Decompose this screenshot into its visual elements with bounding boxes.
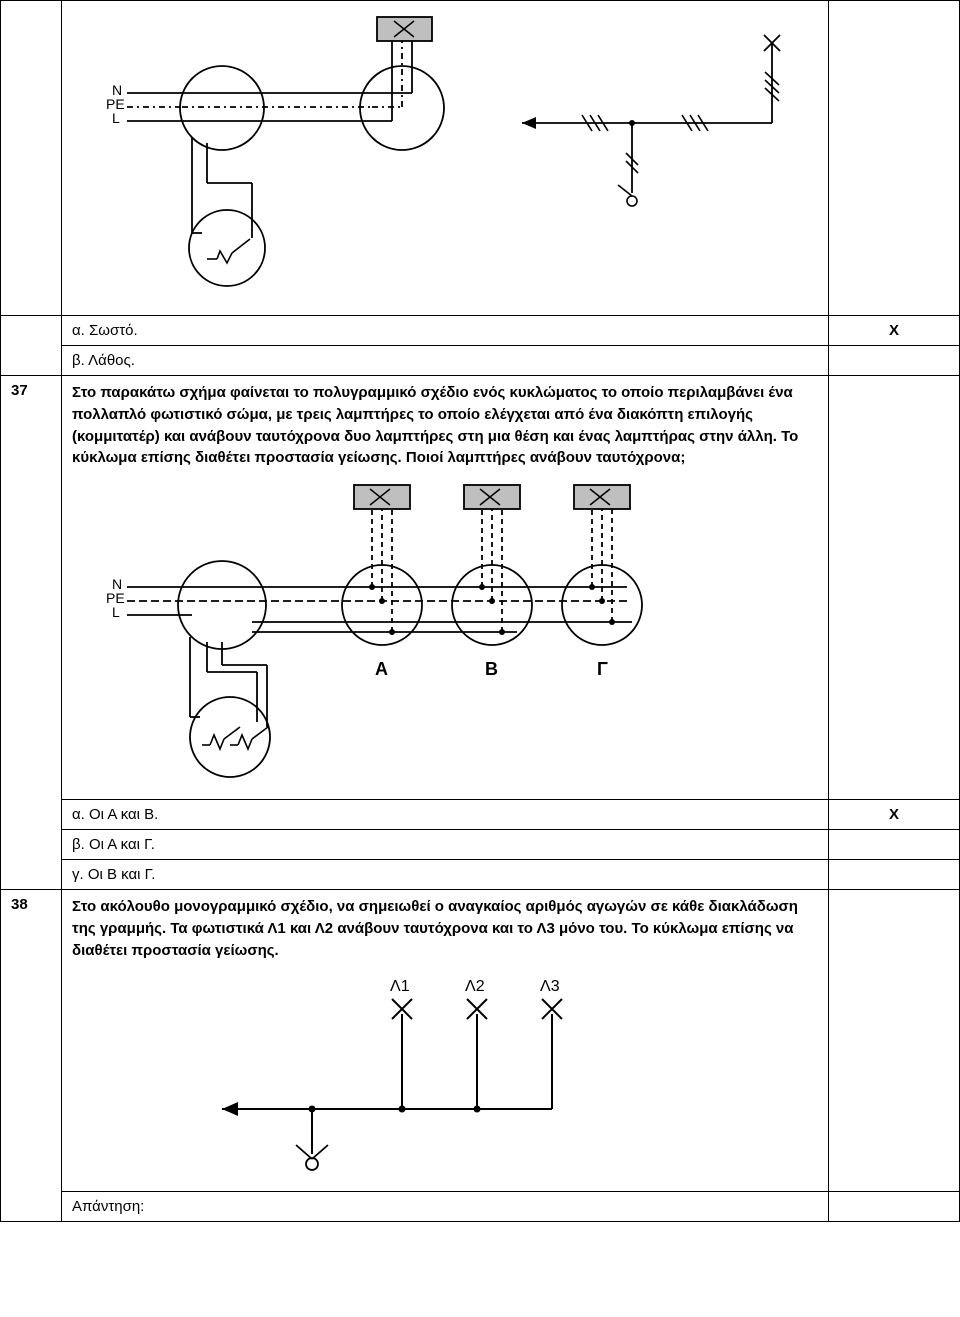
q38-answer-mark: [829, 1192, 960, 1222]
q37-number: 37: [1, 376, 62, 800]
q38-mark-cell: [829, 890, 960, 1192]
q36-svg: N PE L: [72, 13, 792, 303]
table-row: β. Λάθος.: [1, 346, 960, 376]
page-root: N PE L: [0, 0, 960, 1222]
label-A: Α: [375, 659, 388, 679]
q36-number-cell: [1, 1, 62, 316]
answer-text: γ. Οι Β και Γ.: [72, 866, 155, 883]
q38-answer-label: Απάντηση:: [62, 1192, 829, 1222]
junction-circle: [180, 66, 264, 150]
switch-circle: [190, 697, 270, 777]
q36-single-line: [522, 35, 780, 206]
switch-icon: [217, 251, 232, 263]
mark-x: X: [889, 322, 899, 339]
q38-diagram: Λ1 Λ2 Λ3: [72, 969, 818, 1183]
questions-table: N PE L: [0, 0, 960, 1222]
table-row: Απάντηση:: [1, 1192, 960, 1222]
junction-circle: [178, 561, 266, 649]
q36-mark-cell: [829, 1, 960, 316]
q37-mark-cell: [829, 376, 960, 800]
arrowhead-icon: [222, 1102, 238, 1116]
q38-question-text: Στο ακόλουθο μονογραμμικό σχέδιο, να σημ…: [72, 896, 818, 961]
junction-circle: [562, 565, 642, 645]
q37-answer-a: α. Οι Α και Β.: [62, 800, 829, 830]
blank-num: [1, 800, 62, 830]
q38-svg: Λ1 Λ2 Λ3: [212, 969, 632, 1179]
q37-answer-b-mark: [829, 830, 960, 860]
label-L2: Λ2: [465, 978, 485, 995]
mark-x: X: [889, 806, 899, 823]
switch-icon: [306, 1158, 318, 1170]
label-L: L: [112, 110, 120, 126]
blank-num: [1, 346, 62, 376]
label-L1: Λ1: [390, 978, 410, 995]
q37-diagram: N PE L: [72, 477, 818, 791]
blank-num: [1, 860, 62, 890]
blank-num: [1, 1192, 62, 1222]
q37-answer-a-mark: X: [829, 800, 960, 830]
label-G: Γ: [597, 659, 608, 679]
table-row: N PE L: [1, 1, 960, 316]
question-number: 38: [11, 896, 28, 913]
lamp-B: [464, 485, 520, 509]
q37-answer-c-mark: [829, 860, 960, 890]
q36-answer-a: α. Σωστό.: [62, 316, 829, 346]
label-B: Β: [485, 659, 498, 679]
answer-text: Απάντηση:: [72, 1198, 144, 1215]
q36-answer-a-mark: X: [829, 316, 960, 346]
table-row: α. Σωστό. X: [1, 316, 960, 346]
table-row: β. Οι Α και Γ.: [1, 830, 960, 860]
switch-circle: [189, 210, 265, 286]
arrowhead-icon: [522, 117, 536, 129]
junction-circle: [342, 565, 422, 645]
lamp-A: [354, 485, 410, 509]
junction-circle: [360, 66, 444, 150]
table-row: α. Οι Α και Β. X: [1, 800, 960, 830]
q36-diagram: N PE L: [72, 13, 818, 307]
table-row: 38 Στο ακόλουθο μονογραμμικό σχέδιο, να …: [1, 890, 960, 1192]
blank-num: [1, 316, 62, 346]
switch-icon: [618, 185, 632, 196]
q36-diagram-cell: N PE L: [62, 1, 829, 316]
question-number: 37: [11, 382, 28, 399]
switch-icon: [312, 1145, 328, 1159]
table-row: 37 Στο παρακάτω σχήμα φαίνεται το πολυγρ…: [1, 376, 960, 800]
junction-circle: [452, 565, 532, 645]
label-L: L: [112, 604, 120, 620]
answer-text: β. Λάθος.: [72, 352, 135, 369]
q37-answer-b: β. Οι Α και Γ.: [62, 830, 829, 860]
q36-answer-b: β. Λάθος.: [62, 346, 829, 376]
q38-number: 38: [1, 890, 62, 1192]
label-L3: Λ3: [540, 978, 560, 995]
blank-num: [1, 830, 62, 860]
lamp-C: [574, 485, 630, 509]
answer-text: α. Οι Α και Β.: [72, 806, 158, 823]
q37-svg: N PE L: [72, 477, 772, 787]
q37-answer-c: γ. Οι Β και Γ.: [62, 860, 829, 890]
answer-text: β. Οι Α και Γ.: [72, 836, 155, 853]
table-row: γ. Οι Β και Γ.: [1, 860, 960, 890]
switch-icon: [627, 196, 637, 206]
q37-content: Στο παρακάτω σχήμα φαίνεται το πολυγραμμ…: [62, 376, 829, 800]
switch-icon: [232, 239, 250, 253]
q36-answer-b-mark: [829, 346, 960, 376]
q37-question-text: Στο παρακάτω σχήμα φαίνεται το πολυγραμμ…: [72, 382, 818, 469]
q38-content: Στο ακόλουθο μονογραμμικό σχέδιο, να σημ…: [62, 890, 829, 1192]
switch-icon: [296, 1145, 312, 1159]
commutator-switch-icon: [202, 727, 268, 749]
answer-text: α. Σωστό.: [72, 322, 138, 339]
